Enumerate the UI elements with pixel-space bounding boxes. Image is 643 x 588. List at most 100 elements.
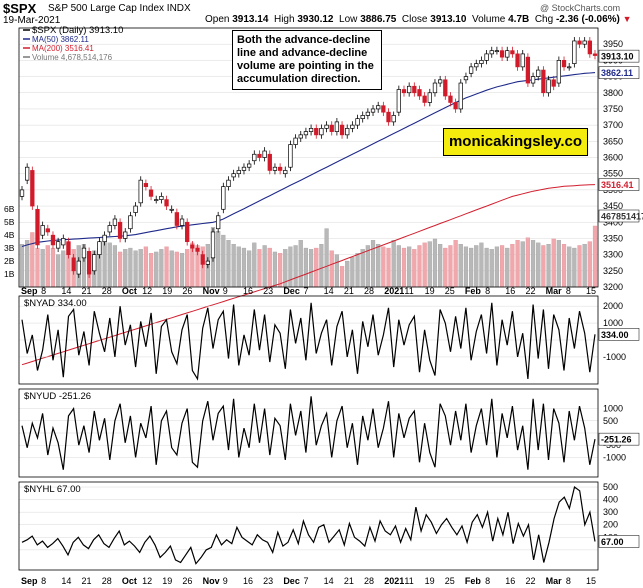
x-axis-label: 16 (243, 576, 253, 586)
candle-body (81, 247, 87, 259)
value-tag-box (598, 209, 640, 223)
volume-bar (231, 243, 236, 288)
candle-body (55, 241, 61, 249)
spx-y-tick: 3600 (603, 153, 623, 163)
candle-body (303, 131, 309, 136)
x-axis-label: 16 (505, 576, 515, 586)
candle-body (221, 186, 226, 210)
value-tag-box (598, 178, 640, 191)
candle-body (143, 183, 149, 187)
value-tag-text: 4678514176 (601, 212, 643, 222)
volume-bar (572, 247, 577, 288)
candle-body (195, 247, 200, 252)
volume-bar (536, 242, 541, 288)
volume-label: Volume (471, 14, 506, 25)
x-axis-label: 25 (445, 286, 455, 296)
volume-bar (582, 243, 587, 288)
candle-body (148, 189, 154, 197)
volume-bar (107, 242, 112, 288)
spx-y-tick: 3950 (603, 39, 623, 49)
candle-body (407, 85, 412, 94)
volume-bar (463, 246, 469, 288)
volume-bar (427, 241, 432, 288)
candle-body (40, 225, 45, 236)
volume-bar (592, 225, 598, 288)
candle-body (592, 53, 598, 56)
volume-bar (567, 246, 572, 288)
x-axis-label: Feb (465, 576, 482, 586)
candle-body (432, 82, 438, 94)
volume-bar (489, 249, 494, 288)
volume-y-tick: 3B (4, 243, 15, 253)
volume-bar (551, 238, 556, 288)
value-tag-box (598, 49, 640, 63)
candle-body (200, 254, 205, 265)
volume-bar (510, 243, 515, 288)
x-axis-label: 28 (364, 576, 374, 586)
chg-label: Chg (534, 14, 554, 25)
value-tag-text: 3516.41 (601, 180, 634, 190)
x-axis-label: 21 (344, 576, 354, 586)
volume-bar (133, 250, 138, 288)
volume-bar (267, 247, 272, 288)
indicator-y-tick: -1000 (603, 352, 626, 362)
volume-bar (417, 245, 422, 288)
volume-bar (164, 246, 169, 288)
watermark-box: monicakingsley.co (443, 128, 588, 156)
low-value: 3886.75 (360, 14, 397, 25)
x-axis-label: 2021 (384, 576, 404, 586)
volume-bar (443, 247, 448, 288)
x-axis-label: 16 (505, 286, 515, 296)
indicator-title: $NYUD -251.26 (24, 391, 91, 402)
x-axis-label: 7 (304, 286, 309, 296)
x-axis-label: 9 (223, 576, 228, 586)
x-axis-label: 25 (445, 576, 455, 586)
candle-body (427, 92, 432, 103)
volume-bar (30, 232, 35, 288)
quote-line: Open 3913.14 High 3930.12 Low 3886.75 Cl… (205, 14, 632, 25)
candle-body (76, 260, 81, 275)
candle-body (370, 108, 376, 113)
volume-bar (226, 240, 231, 288)
volume-bar (102, 241, 107, 288)
x-axis-label: 23 (263, 576, 273, 586)
volume-bar (515, 240, 520, 288)
value-tag-box (598, 432, 640, 446)
x-axis-label: Nov (203, 576, 220, 586)
x-axis-label: 21 (344, 286, 354, 296)
candle-body (458, 82, 463, 110)
x-axis-label: 21 (82, 286, 92, 296)
volume-bar (262, 245, 267, 288)
volume-bar (50, 247, 56, 288)
volume-bar (324, 228, 329, 288)
x-axis-label: 8 (485, 576, 490, 586)
candle-body (381, 105, 386, 113)
volume-bar (448, 245, 453, 288)
volume-bar (525, 237, 530, 288)
low-label: Low (339, 14, 358, 25)
volume-bar (293, 245, 298, 288)
spx-y-tick: 3750 (603, 104, 623, 114)
volume-y-tick: 2B (4, 256, 15, 266)
x-axis-label: 22 (525, 576, 535, 586)
volume-bar (494, 246, 500, 288)
candle-body (50, 234, 56, 246)
candle-body (474, 63, 479, 68)
volume-bar (345, 260, 350, 288)
x-axis-label: Sep (21, 576, 38, 586)
candle-body (360, 115, 365, 119)
candle-body (86, 251, 92, 275)
volume-bar (35, 247, 40, 288)
candle-body (236, 170, 241, 175)
stockcharts-brand: @ StockCharts.com (540, 3, 621, 13)
x-axis-label: 26 (182, 286, 192, 296)
candle-body (102, 234, 107, 243)
indicator-y-tick: 1000 (603, 404, 623, 414)
candle-body (19, 189, 25, 197)
candle-body (272, 166, 278, 171)
candle-body (66, 241, 71, 255)
candle-body (396, 89, 401, 113)
x-axis-label: 11 (404, 286, 413, 296)
